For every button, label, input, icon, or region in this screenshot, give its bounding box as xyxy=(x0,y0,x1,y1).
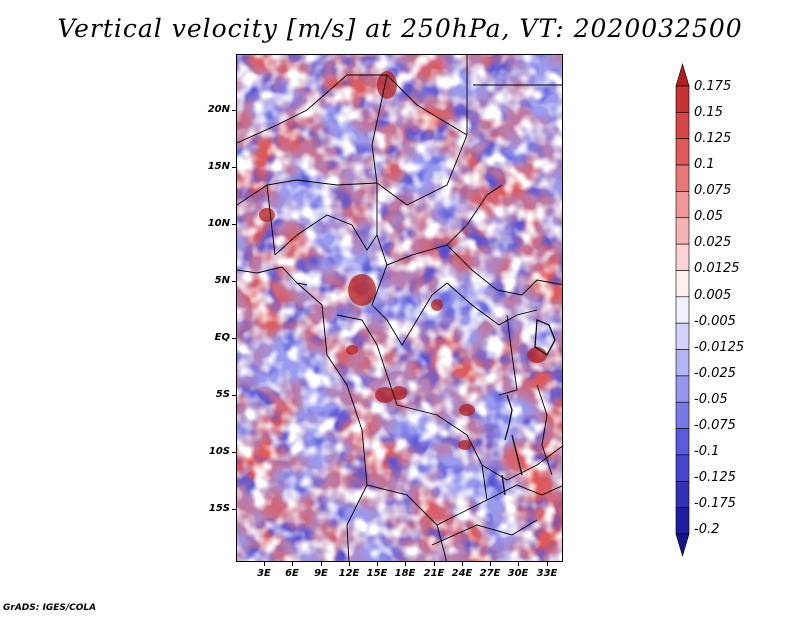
lon-tick xyxy=(264,562,265,566)
colorbar-bottom-arrow xyxy=(676,534,689,556)
lon-label-12e: 12E xyxy=(334,568,364,579)
lon-label-6e: 6E xyxy=(277,568,307,579)
colorbar-swatch xyxy=(676,350,689,376)
lon-tick xyxy=(377,562,378,566)
lon-label-21e: 21E xyxy=(419,568,449,579)
colorbar-label: 0.005 xyxy=(694,288,731,303)
colorbar-swatch xyxy=(676,455,689,481)
lat-tick xyxy=(232,167,236,168)
lon-label-27e: 27E xyxy=(475,568,505,579)
lon-tick xyxy=(292,562,293,566)
lon-tick xyxy=(490,562,491,566)
lat-label-5n: 5N xyxy=(190,275,230,286)
colorbar-top-arrow xyxy=(676,64,689,86)
lat-label-15n: 15N xyxy=(190,161,230,172)
lon-label-3e: 3E xyxy=(249,568,279,579)
colorbar-label: 0.15 xyxy=(694,105,723,120)
colorbar-label: 0.125 xyxy=(694,131,731,146)
lon-tick xyxy=(405,562,406,566)
lat-tick xyxy=(232,224,236,225)
colorbar-label: -0.075 xyxy=(694,418,736,433)
colorbar-swatch xyxy=(676,323,689,349)
colorbar-swatch xyxy=(676,218,689,244)
colorbar-label: 0.1 xyxy=(694,157,715,172)
lon-tick xyxy=(462,562,463,566)
map-plot-area xyxy=(236,54,563,562)
colorbar-swatch xyxy=(676,139,689,165)
lon-tick xyxy=(547,562,548,566)
lat-label-20n: 20N xyxy=(190,104,230,115)
lat-label-10s: 10S xyxy=(190,446,230,457)
colorbar-swatch xyxy=(676,86,689,112)
lat-label-5s: 5S xyxy=(190,389,230,400)
lat-tick xyxy=(232,395,236,396)
colorbar-label: -0.175 xyxy=(694,496,736,511)
lat-tick xyxy=(232,110,236,111)
colorbar-label: -0.005 xyxy=(694,314,736,329)
colorbar-swatch xyxy=(676,270,689,296)
colorbar-label: 0.0125 xyxy=(694,261,740,276)
lon-label-9e: 9E xyxy=(306,568,336,579)
colorbar-label: -0.1 xyxy=(694,444,719,459)
colorbar-label: -0.125 xyxy=(694,470,736,485)
colorbar-label: -0.2 xyxy=(694,522,719,537)
map-title: Vertical velocity [m/s] at 250hPa, VT: 2… xyxy=(0,14,800,43)
colorbar-swatch xyxy=(676,376,689,402)
colorbar-label: 0.025 xyxy=(694,235,731,250)
colorbar-swatch xyxy=(676,481,689,507)
lon-tick xyxy=(349,562,350,566)
lat-tick xyxy=(232,452,236,453)
colorbar-swatch xyxy=(676,508,689,534)
colorbar-label: 0.175 xyxy=(694,79,731,94)
colorbar-label: -0.05 xyxy=(694,392,728,407)
colorbar-swatch xyxy=(676,165,689,191)
lat-tick xyxy=(232,281,236,282)
lat-tick xyxy=(232,509,236,510)
lat-tick xyxy=(232,338,236,339)
lon-tick xyxy=(518,562,519,566)
colorbar-label: 0.05 xyxy=(694,209,723,224)
colorbar-label: -0.025 xyxy=(694,366,736,381)
colorbar-swatch xyxy=(676,191,689,217)
lon-label-15e: 15E xyxy=(362,568,392,579)
colorbar-swatch xyxy=(676,297,689,323)
footer-credit: GrADS: IGES/COLA xyxy=(3,603,96,613)
colorbar-swatch xyxy=(676,402,689,428)
colorbar-swatch xyxy=(676,429,689,455)
lon-tick xyxy=(321,562,322,566)
lon-label-18e: 18E xyxy=(390,568,420,579)
lon-tick xyxy=(434,562,435,566)
colorbar-swatch xyxy=(676,112,689,138)
velocity-field-map xyxy=(237,55,563,562)
colorbar-label: -0.0125 xyxy=(694,340,744,355)
lon-label-33e: 33E xyxy=(532,568,562,579)
lat-label-eq: EQ xyxy=(190,332,230,343)
colorbar-label: 0.075 xyxy=(694,183,731,198)
lon-label-24e: 24E xyxy=(447,568,477,579)
colorbar-swatch xyxy=(676,244,689,270)
lat-label-15s: 15S xyxy=(190,503,230,514)
lat-label-10n: 10N xyxy=(190,218,230,229)
lon-label-30e: 30E xyxy=(503,568,533,579)
